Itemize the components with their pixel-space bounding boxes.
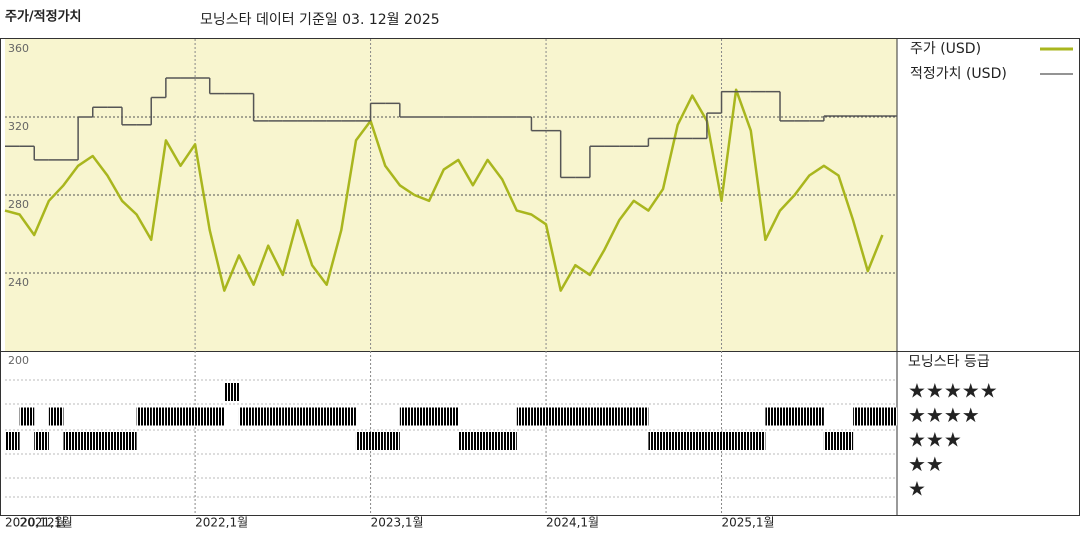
x-tick-label: 2023,1월 [371, 516, 424, 530]
rating-bar [575, 407, 590, 426]
rating-bar [443, 407, 459, 426]
x-tick-label: 2021,1월 [20, 516, 73, 530]
rating-bar [78, 432, 93, 450]
rating-bar [516, 407, 532, 426]
y-tick-label: 360 [8, 42, 29, 55]
rating-bar [326, 407, 342, 426]
rating-bar [677, 432, 693, 450]
rating-bar [297, 407, 313, 426]
rating-bar [589, 407, 605, 426]
x-tick-label: 2024,1월 [546, 516, 599, 530]
rating-bar [136, 407, 152, 426]
rating-bar [560, 407, 576, 426]
rating-bar [882, 407, 897, 426]
x-tick-label: 2022,1월 [195, 516, 248, 530]
rating-bar [195, 407, 210, 426]
rating-bar [663, 432, 678, 450]
rating-bar [312, 407, 327, 426]
rating-bar [546, 407, 561, 426]
legend-label: 적정가치 (USD) [910, 66, 1007, 82]
legend-label: 주가 (USD) [910, 41, 981, 57]
rating-bar [48, 407, 64, 426]
rating-bar [429, 407, 444, 426]
rating-bar [63, 432, 79, 450]
rating-label: ★★★★ [908, 403, 980, 427]
rating-bar [780, 407, 795, 426]
rating-bar [355, 432, 371, 450]
rating-bar [736, 432, 751, 450]
rating-bar [268, 407, 283, 426]
rating-bar [472, 432, 488, 450]
rating-bar [706, 432, 722, 450]
rating-bar [648, 432, 664, 450]
rating-grid [5, 379, 897, 498]
chart-subtitle: 모닝스타 데이터 기준일 03. 12월 2025 [200, 12, 440, 28]
rating-bar [238, 407, 254, 426]
rating-bar [151, 407, 166, 426]
rating-bar [282, 407, 298, 426]
rating-bar [253, 407, 269, 426]
rating-bar [619, 407, 634, 426]
y-tick-label: 200 [8, 354, 29, 367]
y-tick-label: 320 [8, 120, 29, 133]
rating-bar [209, 407, 225, 426]
rating-bar [721, 432, 737, 450]
rating-bar [92, 432, 108, 450]
rating-bar [107, 432, 122, 450]
y-tick-label: 240 [8, 276, 29, 289]
rating-bar [34, 432, 49, 450]
rating-bar [604, 407, 620, 426]
rating-bar [180, 407, 196, 426]
chart-title: 주가/적정가치 [5, 9, 82, 25]
rating-bar [385, 432, 400, 450]
rating-bar [502, 432, 517, 450]
y-tick-label: 280 [8, 198, 29, 211]
rating-bar [224, 383, 239, 401]
rating-bar [853, 407, 868, 426]
rating-bar [692, 432, 707, 450]
rating-bar [867, 407, 883, 426]
rating-bar [458, 432, 473, 450]
rating-bar [823, 432, 839, 450]
rating-bar [765, 407, 781, 426]
rating-label: ★★★★★ [908, 379, 998, 403]
rating-bar [19, 407, 35, 426]
rating-bar [633, 407, 649, 426]
rating-label: ★★★ [908, 428, 962, 452]
rating-bar [399, 407, 415, 426]
rating-bar [414, 407, 430, 426]
rating-bar [531, 407, 547, 426]
rating-bar [750, 432, 766, 450]
rating-label: ★★ [908, 452, 944, 476]
rating-title: 모닝스타 등급 [908, 354, 990, 370]
rating-bar [794, 407, 810, 426]
x-tick-label: 2020,12월 [5, 516, 66, 530]
rating-bar [838, 432, 854, 450]
rating-bar [5, 432, 20, 450]
rating-label: ★ [908, 477, 926, 501]
rating-bar [370, 432, 386, 450]
rating-bar [487, 432, 503, 450]
price-line [4, 88, 884, 292]
x-tick-label: 2025,1월 [722, 516, 775, 530]
rating-bar [121, 432, 137, 450]
rating-bar [165, 407, 181, 426]
rating-bar [809, 407, 824, 426]
rating-bar [341, 407, 356, 426]
